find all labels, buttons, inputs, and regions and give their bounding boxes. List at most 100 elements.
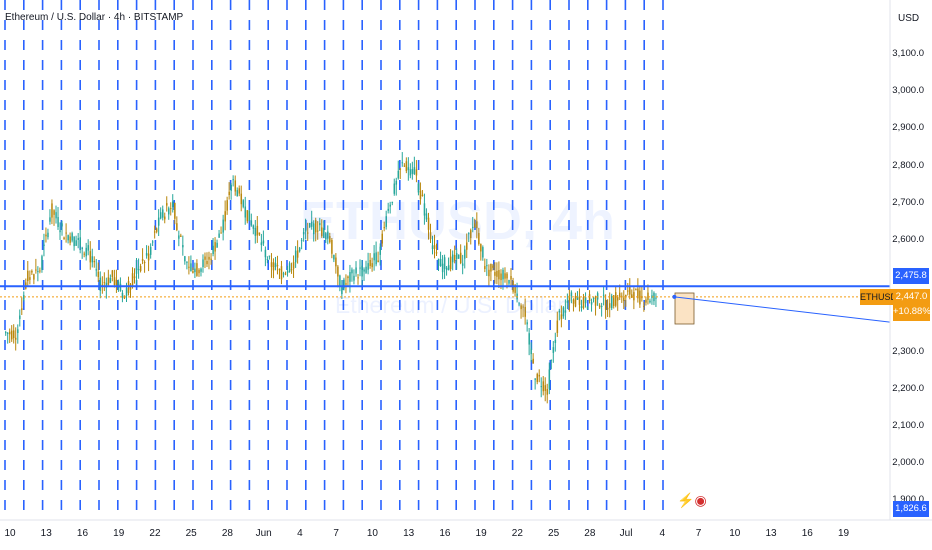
candle-body bbox=[453, 255, 456, 261]
candle-body bbox=[647, 292, 649, 300]
candle-body bbox=[256, 225, 259, 236]
candle-body bbox=[339, 275, 341, 287]
candle-body bbox=[61, 223, 63, 227]
candle-body bbox=[623, 297, 625, 302]
time-tick-label: 10 bbox=[366, 528, 378, 539]
candle-body bbox=[341, 287, 343, 295]
candle-body bbox=[554, 339, 557, 343]
candle-body bbox=[190, 263, 192, 272]
candle-body bbox=[79, 237, 81, 247]
candle-body bbox=[627, 290, 629, 292]
candle-body bbox=[604, 299, 607, 310]
candle-body bbox=[292, 262, 295, 269]
candle-body bbox=[252, 225, 255, 229]
candle-body bbox=[405, 161, 408, 171]
lightning-icon[interactable]: ⚡ bbox=[677, 492, 695, 508]
candle-body bbox=[407, 167, 410, 170]
flag-icon[interactable]: ◉ bbox=[694, 492, 707, 508]
candle-body bbox=[395, 180, 398, 185]
candle-body bbox=[43, 244, 45, 246]
candle-body bbox=[383, 227, 385, 229]
candle-body bbox=[568, 295, 571, 302]
candle-body bbox=[17, 329, 19, 333]
time-tick-label: Jul bbox=[619, 528, 633, 539]
candle-body bbox=[560, 314, 563, 320]
projection-anchor[interactable] bbox=[672, 294, 677, 299]
candle-body bbox=[246, 210, 249, 222]
candle-body bbox=[500, 273, 502, 281]
candle-body bbox=[77, 238, 79, 240]
candle-body bbox=[266, 259, 269, 261]
candle-body bbox=[367, 263, 369, 270]
candle-body bbox=[107, 277, 110, 285]
candle-body bbox=[530, 348, 532, 355]
candle-body bbox=[270, 262, 273, 267]
price-tick-label: 2,600.0 bbox=[892, 234, 924, 245]
currency-label[interactable]: USD bbox=[898, 13, 920, 24]
candle-body bbox=[278, 268, 281, 271]
candle-body bbox=[379, 246, 381, 255]
candle-body bbox=[13, 330, 15, 339]
candle-body bbox=[202, 259, 204, 267]
candle-body bbox=[210, 258, 212, 261]
candle-body bbox=[168, 208, 170, 215]
candle-body bbox=[264, 249, 267, 258]
candle-body bbox=[311, 221, 313, 227]
candle-body bbox=[588, 294, 591, 302]
price-tick-label: 2,800.0 bbox=[892, 159, 924, 171]
candle-body bbox=[224, 211, 226, 222]
candle-body bbox=[11, 330, 13, 340]
candle-body bbox=[81, 247, 83, 250]
candle-body bbox=[212, 245, 214, 255]
candle-body bbox=[421, 194, 424, 196]
symbol-watermark: ETHUSD, 4h bbox=[300, 191, 616, 251]
candle-body bbox=[214, 242, 216, 252]
candle-body bbox=[333, 254, 335, 260]
candle-body bbox=[307, 232, 309, 234]
candle-body bbox=[317, 230, 319, 232]
candle-body bbox=[546, 389, 549, 395]
candle-body bbox=[637, 288, 639, 299]
candle-body bbox=[97, 271, 100, 278]
candle-body bbox=[403, 165, 406, 167]
event-icons[interactable]: ⚡◉ bbox=[677, 492, 707, 509]
candle-body bbox=[574, 296, 577, 307]
candle-body bbox=[73, 236, 75, 247]
candle-body bbox=[325, 233, 327, 240]
candle-body bbox=[226, 200, 228, 211]
candle-body bbox=[176, 223, 178, 231]
candle-body bbox=[166, 203, 168, 206]
candle-body bbox=[373, 253, 375, 261]
candle-body bbox=[274, 263, 277, 268]
candle-body bbox=[149, 247, 152, 255]
candle-body bbox=[75, 240, 77, 246]
candle-body bbox=[371, 263, 373, 268]
candle-body bbox=[21, 308, 23, 311]
symbol-tag: ETHUSD bbox=[860, 289, 897, 305]
candle-body bbox=[431, 245, 434, 250]
projection-line[interactable] bbox=[674, 296, 891, 323]
candle-body bbox=[109, 278, 112, 283]
candle-body bbox=[63, 237, 65, 240]
candle-body bbox=[343, 279, 345, 289]
candle-body bbox=[121, 292, 124, 298]
candle-body bbox=[33, 274, 35, 280]
candle-body bbox=[584, 297, 587, 304]
candle-body bbox=[609, 303, 611, 308]
candle-body bbox=[651, 295, 653, 298]
candle-body bbox=[5, 332, 7, 334]
candle-body bbox=[85, 247, 87, 257]
candle-body bbox=[95, 269, 98, 271]
candle-body bbox=[528, 333, 530, 345]
candle-body bbox=[598, 305, 601, 308]
candle-body bbox=[532, 358, 534, 364]
candle-body bbox=[272, 262, 275, 271]
candle-body bbox=[31, 270, 33, 273]
candle-body bbox=[182, 245, 184, 248]
highlight-box[interactable] bbox=[674, 292, 695, 325]
candle-body bbox=[347, 276, 349, 279]
price-tick-label: 2,700.0 bbox=[892, 196, 924, 208]
time-tick-label: 13 bbox=[765, 528, 777, 539]
candle-body bbox=[315, 220, 317, 233]
